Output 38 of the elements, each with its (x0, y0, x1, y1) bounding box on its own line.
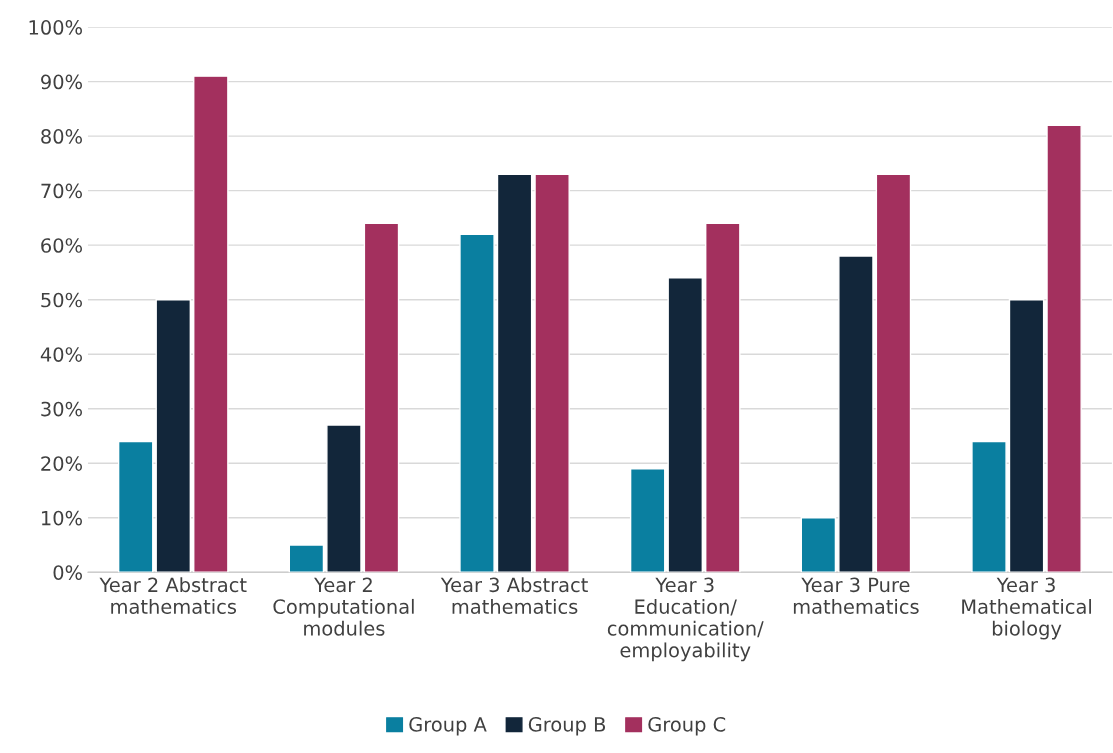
bar (117, 440, 154, 573)
bar (875, 173, 912, 573)
legend-label: Group C (648, 717, 726, 736)
bar (496, 173, 533, 573)
y-tick-label: 60% (41, 238, 82, 253)
bar (459, 233, 495, 573)
bar (667, 277, 703, 573)
bar (705, 222, 741, 573)
legend-label: Group B (528, 717, 606, 736)
x-tick-label: Year 2 Abstract mathematics (99, 577, 247, 614)
bar (534, 173, 570, 573)
y-tick-label: 10% (41, 510, 82, 526)
bar (838, 255, 874, 573)
x-tick-label: Year 3 Mathematical biology (962, 577, 1091, 640)
y-tick-label: 100% (29, 20, 82, 35)
bar (326, 424, 362, 573)
x-tick-label: Year 3 Pure mathematics (793, 577, 919, 614)
x-tick-label: Year 2 Computational modules (273, 577, 414, 636)
y-tick-label: 20% (41, 456, 82, 471)
bar (971, 440, 1007, 573)
x-tick-label: Year 3 Education/ communication/ employability (607, 577, 764, 662)
bar (800, 517, 837, 573)
y-tick-label: 90% (41, 74, 82, 90)
bar (1046, 124, 1082, 573)
bar (629, 468, 666, 573)
bar (288, 544, 325, 573)
legend-label: Group A (409, 717, 487, 736)
y-tick-label: 40% (40, 347, 82, 362)
bar (1008, 298, 1045, 573)
y-tick-label: 50% (41, 292, 82, 308)
bar (193, 75, 229, 573)
y-tick-label: 70% (41, 183, 82, 199)
x-tick-label: Year 3 Abstract mathematics (440, 577, 588, 614)
y-tick-label: 0% (53, 565, 82, 580)
y-tick-label: 80% (41, 129, 82, 144)
bar (363, 222, 400, 573)
y-tick-label: 30% (41, 401, 82, 417)
bar (155, 298, 192, 573)
